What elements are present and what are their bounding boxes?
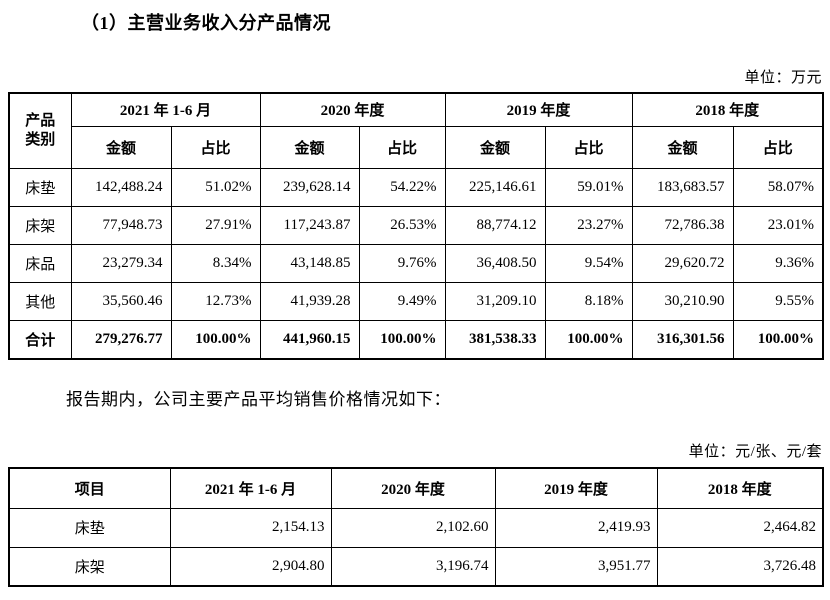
ratio-cell: 51.02% [170, 167, 261, 207]
product-label: 床品 [8, 243, 72, 283]
ratio-cell: 12.73% [170, 281, 261, 321]
year-header-2021: 2021 年 1-6 月 [169, 467, 332, 509]
ratio-cell: 59.01% [544, 167, 633, 207]
product-label: 床架 [8, 546, 171, 587]
table-row-total: 合计 279,276.77 100.00% 441,960.15 100.00%… [8, 319, 824, 360]
product-label: 床垫 [8, 507, 171, 548]
amount-header: 金额 [444, 125, 546, 169]
amount-cell: 41,939.28 [259, 281, 360, 321]
amount-cell: 142,488.24 [70, 167, 172, 207]
ratio-header: 占比 [358, 125, 446, 169]
year-header-2019: 2019 年度 [494, 467, 658, 509]
product-label: 床架 [8, 205, 72, 245]
ratio-cell: 23.01% [732, 205, 824, 245]
table-row-mattress: 床垫 2,154.13 2,102.60 2,419.93 2,464.82 [8, 507, 824, 548]
price-cell: 2,904.80 [169, 546, 332, 587]
revenue-by-product-table: 产品 类别 2021 年 1-6 月 2020 年度 2019 年度 2018 … [8, 92, 825, 360]
price-cell: 2,419.93 [494, 507, 658, 548]
amount-cell: 29,620.72 [631, 243, 734, 283]
ratio-cell: 23.27% [544, 205, 633, 245]
amount-header: 金额 [631, 125, 734, 169]
amount-cell: 77,948.73 [70, 205, 172, 245]
ratio-cell: 100.00% [732, 319, 824, 360]
ratio-cell: 54.22% [358, 167, 446, 207]
table-row-bedding: 床品 23,279.34 8.34% 43,148.85 9.76% 36,40… [8, 243, 824, 283]
ratio-cell: 8.18% [544, 281, 633, 321]
amount-cell: 279,276.77 [70, 319, 172, 360]
ratio-cell: 100.00% [170, 319, 261, 360]
ratio-cell: 9.49% [358, 281, 446, 321]
amount-cell: 88,774.12 [444, 205, 546, 245]
table-row-other: 其他 35,560.46 12.73% 41,939.28 9.49% 31,2… [8, 281, 824, 321]
section-title: （1）主营业务收入分产品情况 [81, 13, 331, 33]
ratio-cell: 100.00% [358, 319, 446, 360]
table-row-bedframe: 床架 2,904.80 3,196.74 3,951.77 3,726.48 [8, 546, 824, 587]
ratio-cell: 8.34% [170, 243, 261, 283]
amount-cell: 31,209.10 [444, 281, 546, 321]
price-cell: 2,154.13 [169, 507, 332, 548]
ratio-cell: 26.53% [358, 205, 446, 245]
amount-cell: 36,408.50 [444, 243, 546, 283]
amount-cell: 381,538.33 [444, 319, 546, 360]
unit-note-price: 单位：元/张、元/套 [688, 444, 822, 460]
ratio-header: 占比 [170, 125, 261, 169]
amount-cell: 441,960.15 [259, 319, 360, 360]
amount-cell: 239,628.14 [259, 167, 360, 207]
amount-cell: 30,210.90 [631, 281, 734, 321]
year-header-2020: 2020 年度 [259, 92, 446, 127]
corner-header: 产品 类别 [8, 92, 72, 169]
ratio-cell: 9.55% [732, 281, 824, 321]
product-label: 床垫 [8, 167, 72, 207]
ratio-cell: 9.54% [544, 243, 633, 283]
average-price-table: 项目 2021 年 1-6 月 2020 年度 2019 年度 2018 年度 … [8, 467, 824, 587]
year-header-2021: 2021 年 1-6 月 [70, 92, 261, 127]
amount-header: 金额 [259, 125, 360, 169]
amount-cell: 183,683.57 [631, 167, 734, 207]
ratio-cell: 9.36% [732, 243, 824, 283]
unit-note-revenue: 单位：万元 [744, 70, 822, 86]
ratio-cell: 27.91% [170, 205, 261, 245]
product-label: 其他 [8, 281, 72, 321]
amount-cell: 225,146.61 [444, 167, 546, 207]
year-header-2018: 2018 年度 [631, 92, 824, 127]
amount-cell: 35,560.46 [70, 281, 172, 321]
table-row-bedframe: 床架 77,948.73 27.91% 117,243.87 26.53% 88… [8, 205, 824, 245]
price-cell: 3,726.48 [656, 546, 824, 587]
amount-cell: 117,243.87 [259, 205, 360, 245]
amount-cell: 316,301.56 [631, 319, 734, 360]
corner-header-line1: 产品 [25, 113, 56, 129]
amount-cell: 43,148.85 [259, 243, 360, 283]
ratio-cell: 58.07% [732, 167, 824, 207]
ratio-header: 占比 [544, 125, 633, 169]
price-cell: 2,102.60 [330, 507, 496, 548]
table-header-row: 项目 2021 年 1-6 月 2020 年度 2019 年度 2018 年度 [8, 467, 824, 509]
year-header-2019: 2019 年度 [444, 92, 633, 127]
corner-header-line2: 类别 [25, 131, 56, 148]
price-cell: 2,464.82 [656, 507, 824, 548]
year-header-2018: 2018 年度 [656, 467, 824, 509]
ratio-header: 占比 [732, 125, 824, 169]
ratio-cell: 9.76% [358, 243, 446, 283]
table-subheader-row: 金额 占比 金额 占比 金额 占比 金额 占比 [9, 125, 824, 169]
amount-cell: 72,786.38 [631, 205, 734, 245]
amount-header: 金额 [70, 125, 172, 169]
ratio-cell: 100.00% [544, 319, 633, 360]
price-cell: 3,196.74 [330, 546, 496, 587]
item-header: 项目 [8, 467, 171, 509]
year-header-2020: 2020 年度 [330, 467, 496, 509]
amount-cell: 23,279.34 [70, 243, 172, 283]
price-cell: 3,951.77 [494, 546, 658, 587]
paragraph-avg-price: 报告期内，公司主要产品平均销售价格情况如下： [66, 390, 451, 409]
total-label: 合计 [8, 319, 72, 360]
table-header-row: 产品 类别 2021 年 1-6 月 2020 年度 2019 年度 2018 … [8, 92, 824, 169]
table-row-mattress: 床垫 142,488.24 51.02% 239,628.14 54.22% 2… [8, 167, 824, 207]
